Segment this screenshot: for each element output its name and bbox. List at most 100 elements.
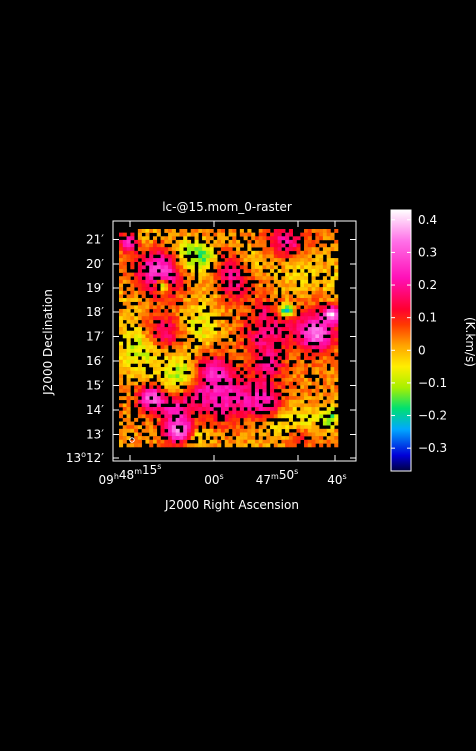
- raster-pixel: [126, 301, 131, 306]
- raster-pixel: [319, 392, 324, 397]
- raster-pixel: [307, 338, 312, 342]
- raster-pixel: [209, 243, 214, 248]
- raster-pixel: [217, 356, 222, 361]
- raster-pixel: [292, 421, 297, 426]
- raster-pixel: [209, 388, 214, 393]
- raster-pixel: [330, 276, 335, 281]
- raster-pixel: [198, 283, 203, 288]
- raster-pixel: [198, 308, 203, 313]
- raster-pixel: [258, 348, 263, 353]
- raster-pixel: [307, 348, 312, 353]
- raster-pixel: [149, 421, 154, 426]
- raster-pixel: [319, 414, 324, 419]
- raster-pixel: [122, 250, 127, 255]
- raster-pixel: [179, 432, 184, 437]
- raster-pixel: [270, 334, 275, 339]
- raster-pixel: [179, 294, 184, 299]
- raster-pixel: [300, 407, 305, 411]
- raster-pixel: [251, 243, 256, 248]
- raster-pixel: [285, 425, 290, 430]
- raster-pixel: [334, 298, 339, 302]
- raster-pixel: [285, 305, 290, 310]
- raster-pixel: [266, 345, 271, 350]
- raster-pixel: [175, 272, 180, 277]
- raster-pixel: [168, 239, 173, 244]
- raster-pixel: [288, 396, 293, 401]
- raster-pixel: [322, 276, 327, 281]
- raster-pixel: [304, 323, 309, 328]
- raster-pixel: [209, 287, 214, 292]
- raster-pixel: [183, 312, 188, 317]
- raster-pixel: [186, 414, 192, 419]
- raster-pixel: [239, 319, 244, 324]
- raster-pixel: [288, 414, 293, 419]
- raster-pixel: [330, 403, 335, 408]
- raster-pixel: [300, 370, 305, 375]
- raster-pixel: [220, 268, 226, 273]
- raster-pixel: [296, 388, 301, 393]
- raster-pixel: [322, 283, 327, 288]
- raster-pixel: [205, 279, 210, 284]
- raster-pixel: [130, 254, 135, 259]
- raster-pixel: [130, 250, 135, 255]
- x-axis-label: J2000 Right Ascension: [164, 498, 299, 512]
- raster-pixel: [292, 247, 297, 252]
- raster-pixel: [247, 363, 252, 368]
- raster-pixel: [334, 348, 339, 353]
- raster-pixel: [251, 232, 256, 237]
- raster-pixel: [277, 305, 282, 310]
- raster-pixel: [198, 377, 203, 382]
- raster-pixel: [322, 265, 327, 270]
- raster-pixel: [288, 239, 293, 244]
- raster-pixel: [160, 410, 165, 415]
- raster-pixel: [190, 312, 195, 317]
- raster-pixel: [220, 287, 226, 292]
- raster-pixel: [122, 334, 127, 339]
- raster-pixel: [285, 341, 290, 346]
- raster-pixel: [202, 294, 207, 299]
- raster-pixel: [194, 316, 199, 321]
- raster-pixel: [243, 388, 248, 393]
- raster-pixel: [186, 359, 192, 364]
- raster-pixel: [258, 377, 263, 382]
- raster-pixel: [258, 443, 263, 448]
- raster-pixel: [171, 232, 176, 237]
- raster-pixel: [122, 370, 127, 375]
- raster-pixel: [149, 258, 154, 262]
- raster-pixel: [254, 265, 260, 270]
- raster-pixel: [130, 298, 135, 302]
- raster-pixel: [156, 247, 161, 252]
- raster-pixel: [141, 265, 146, 270]
- raster-pixel: [217, 268, 222, 273]
- raster-pixel: [292, 374, 297, 379]
- raster-pixel: [232, 327, 237, 332]
- raster-pixel: [270, 287, 275, 292]
- raster-pixel: [194, 305, 199, 310]
- raster-pixel: [319, 229, 324, 233]
- raster-pixel: [205, 334, 210, 339]
- raster-pixel: [330, 428, 335, 433]
- raster-pixel: [224, 377, 229, 382]
- raster-pixel: [198, 403, 203, 408]
- raster-pixel: [277, 239, 282, 244]
- colorbar-tick-label: −0.3: [418, 441, 447, 455]
- raster-pixel: [164, 279, 169, 284]
- raster-pixel: [300, 308, 305, 313]
- raster-pixel: [168, 301, 173, 306]
- raster-pixel: [213, 258, 218, 262]
- raster-pixel: [149, 414, 154, 419]
- raster-pixel: [254, 341, 260, 346]
- raster-pixel: [232, 268, 237, 273]
- raster-pixel: [322, 439, 327, 444]
- raster-pixel: [217, 359, 222, 364]
- raster-pixel: [258, 236, 263, 241]
- raster-pixel: [145, 359, 150, 364]
- raster-pixel: [220, 352, 226, 357]
- raster-pixel: [311, 407, 316, 411]
- raster-pixel: [194, 352, 199, 357]
- raster-pixel: [190, 268, 195, 273]
- raster-pixel: [137, 323, 142, 328]
- raster-pixel: [149, 298, 154, 302]
- raster-pixel: [254, 381, 260, 386]
- raster-pixel: [319, 316, 324, 321]
